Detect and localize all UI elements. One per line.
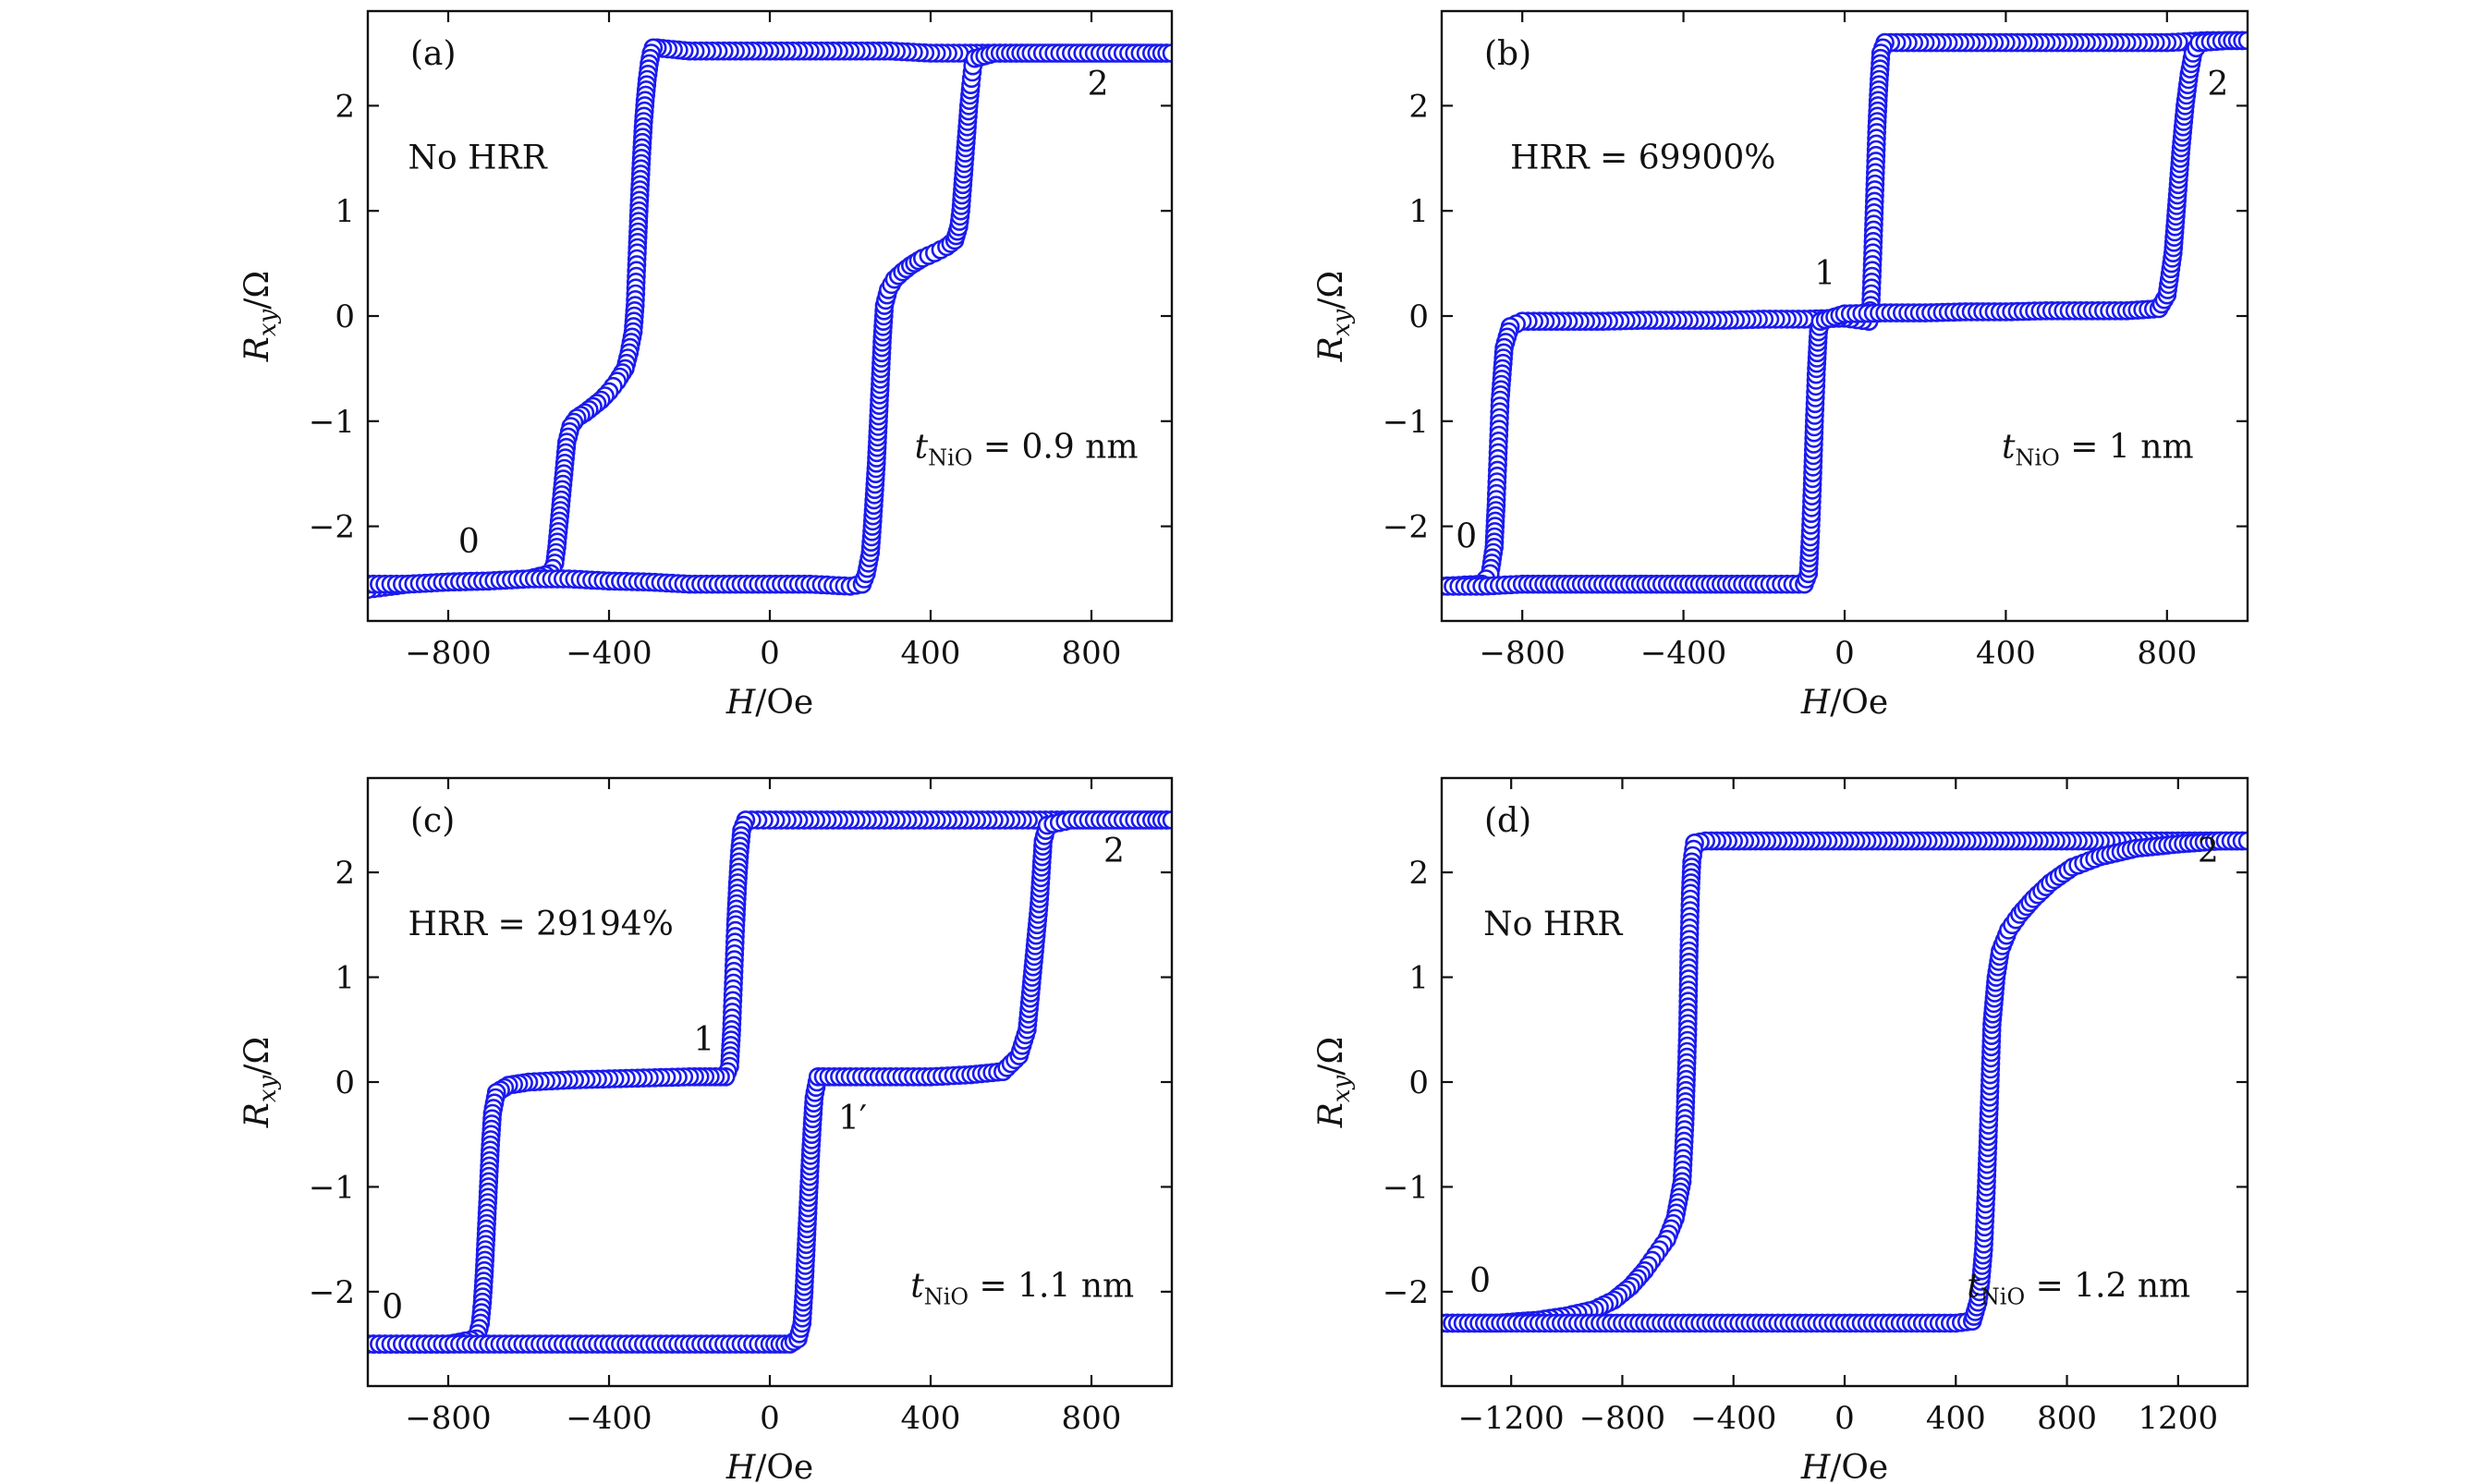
y-tick-label-b-1: −1 [1383,404,1429,441]
annotation-b-2: 1 [1814,255,1835,293]
plot-area-a [368,38,1172,600]
y-axis-label-b: Rxy/Ω [1312,271,1356,362]
panel-label-a: (a) [410,35,457,73]
y-tick-label-a-0: −2 [309,509,355,546]
data-point-c-ascending-229 [1162,810,1172,830]
y-tick-label-c-4: 2 [335,855,355,892]
annotation-c-3: 1′ [838,1100,867,1137]
y-tick-label-a-3: 1 [335,193,355,230]
panel-a: −800 −400 0 400 800 −2 −1 0 1 2 H/Oe Rxy/Ω (a) No HRR… [238,9,1174,722]
x-tick-label-c-3: 400 [901,1400,961,1437]
annotation-a-2: 2 [1088,66,1109,103]
y-axis-label-c: Rxy/Ω [238,1037,282,1128]
thickness-label-c: tNiO = 1.1 nm [910,1268,1134,1310]
data-point-a-ascending-227 [1162,43,1172,63]
thickness-label-d: tNiO = 1.2 nm [1967,1268,2190,1310]
x-tick-label-c-4: 800 [1062,1400,1122,1437]
y-tick-label-c-2: 0 [335,1064,355,1101]
x-tick-label-c-0: −800 [405,1400,491,1437]
x-tick-label-a-0: −800 [405,635,491,672]
plot-area-c [368,810,1172,1354]
x-tick-label-d-4: 400 [1926,1400,1986,1437]
annotation-c-2: 1 [693,1021,714,1059]
y-axis-label-d: Rxy/Ω [1312,1037,1356,1128]
annotation-b-3: 2 [2207,66,2228,103]
panel-label-c: (c) [410,802,455,840]
x-tick-label-b-1: −400 [1640,635,1726,672]
y-tick-label-d-2: 0 [1408,1064,1429,1101]
y-tick-label-a-1: −1 [309,404,355,441]
annotation-c-4: 2 [1103,833,1125,870]
annotation-c-0: HRR = 29194% [408,906,674,943]
x-axis-label-b: H/Oe [1800,684,1888,722]
x-tick-label-d-3: 0 [1834,1400,1855,1437]
panel-d: −1200 −800 −400 0 400 800 1200 −2 −1 0 1 2 H/Oe Rxy/Ω… [1312,776,2249,1484]
annotation-a-0: No HRR [408,140,548,177]
x-tick-label-a-1: −400 [566,635,652,672]
x-tick-label-b-3: 400 [1976,635,2036,672]
y-tick-label-a-4: 2 [335,88,355,125]
panel-label-b: (b) [1484,35,1531,73]
panel-label-d: (d) [1484,802,1531,840]
y-tick-label-c-0: −2 [309,1274,355,1311]
y-tick-label-d-0: −2 [1383,1274,1429,1311]
y-tick-label-c-1: −1 [309,1169,355,1206]
x-tick-label-b-2: 0 [1834,635,1855,672]
y-tick-label-b-0: −2 [1383,509,1429,546]
annotation-d-0: No HRR [1483,906,1623,943]
y-tick-label-b-3: 1 [1408,193,1429,230]
x-axis-label-c: H/Oe [725,1449,813,1484]
annotation-d-1: 0 [1469,1262,1491,1300]
x-tick-label-a-3: 400 [901,635,961,672]
y-tick-label-d-1: −1 [1383,1169,1429,1206]
y-tick-label-d-4: 2 [1408,855,1429,892]
y-tick-label-b-4: 2 [1408,88,1429,125]
x-tick-label-d-0: −1200 [1458,1400,1565,1437]
data-point-b-ascending-233 [2237,30,2248,51]
axes-frame-a [366,9,1174,623]
x-axis-label-d: H/Oe [1800,1449,1888,1484]
x-tick-label-d-5: 800 [2037,1400,2097,1437]
plot-area-b [1442,30,2248,596]
series-line-a-ascending [368,52,1172,588]
series-line-a-descending [368,46,1172,591]
x-tick-label-d-2: −400 [1690,1400,1776,1437]
y-axis-label-a: Rxy/Ω [238,271,282,362]
annotation-b-1: 0 [1456,517,1477,555]
y-tick-label-d-3: 1 [1408,960,1429,997]
plot-area-d [1442,831,2248,1333]
x-tick-label-d-1: −800 [1579,1400,1665,1437]
annotation-a-1: 0 [458,523,480,561]
y-tick-label-c-3: 1 [335,960,355,997]
x-tick-label-c-1: −400 [566,1400,652,1437]
x-tick-label-d-6: 1200 [2139,1400,2219,1437]
panel-b: −800 −400 0 400 800 −2 −1 0 1 2 H/Oe Rxy/Ω (b) HRR = … [1312,9,2249,722]
thickness-label-a: tNiO = 0.9 nm [915,429,1139,471]
annotation-c-1: 0 [382,1288,403,1326]
x-tick-label-a-4: 800 [1062,635,1122,672]
annotation-d-2: 2 [2198,833,2219,870]
x-tick-label-b-0: −800 [1480,635,1566,672]
panel-c: −800 −400 0 400 800 −2 −1 0 1 2 H/Oe Rxy/Ω (c) HRR = … [238,776,1174,1484]
y-tick-label-a-2: 0 [335,298,355,335]
x-tick-label-b-4: 800 [2137,635,2197,672]
x-tick-label-a-2: 0 [760,635,780,672]
x-axis-label-a: H/Oe [725,684,813,722]
y-tick-label-b-2: 0 [1408,298,1429,335]
thickness-label-b: tNiO = 1 nm [2002,429,2194,471]
data-point-d-ascending-217 [2237,831,2248,851]
annotation-b-0: HRR = 69900% [1510,140,1775,177]
x-tick-label-c-2: 0 [760,1400,780,1437]
